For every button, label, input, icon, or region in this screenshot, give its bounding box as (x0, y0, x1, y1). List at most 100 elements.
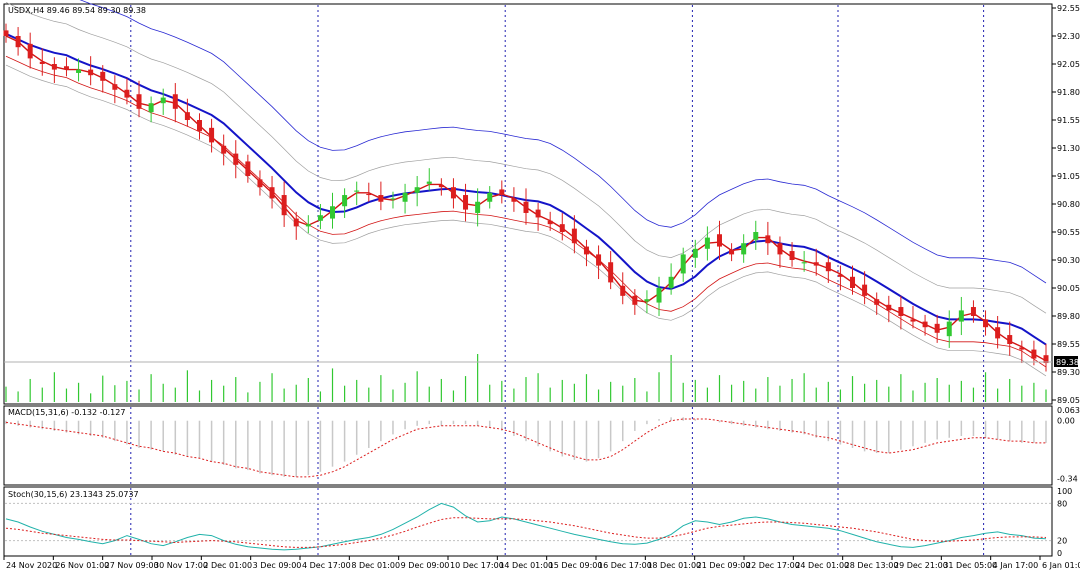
candle-body (3, 30, 9, 36)
candle-body (124, 89, 130, 98)
time-tick-label: 6 Jan 01:00 (1042, 561, 1080, 570)
candle-body (342, 195, 348, 207)
stoch-tick-label: 0 (1057, 549, 1062, 558)
candle-body (813, 262, 819, 266)
candle-body (777, 243, 783, 255)
candle-body (463, 195, 469, 210)
macd-label: MACD(15,31,6) -0.132 -0.127 (8, 408, 125, 417)
stoch-time-separators (130, 488, 985, 555)
candle-body (136, 94, 142, 109)
candle-body (583, 246, 589, 255)
macd-tick-label: 0.063 (1057, 406, 1080, 415)
stoch-pane-frame (3, 486, 1053, 557)
price-tick-label: 91.80 (1057, 88, 1080, 97)
price-tick-label: 92.30 (1057, 32, 1080, 41)
candle-body (825, 262, 831, 272)
time-tick-label: 28 Dec 13:00 (845, 561, 899, 570)
time-tick-label: 4 Dec 17:00 (302, 561, 351, 570)
candle-body (958, 310, 964, 322)
stoch-main-line (5, 502, 1047, 551)
candle-body (874, 299, 880, 305)
candle-body (644, 299, 650, 302)
price-axis: 92.55 92.30 92.05 91.80 91.55 91.30 91.05 90.80… (1052, 4, 1080, 405)
candle-body (450, 187, 456, 199)
macd-tick-label: 0.00 (1057, 417, 1075, 426)
candle-body (39, 61, 45, 64)
candle-body (608, 262, 614, 283)
candle-body (1031, 349, 1037, 359)
candle-body (269, 187, 275, 199)
time-tick-label: 30 Nov 17:00 (154, 561, 208, 570)
candle-body (547, 220, 553, 225)
candle-body (850, 276, 856, 288)
macd-pane-frame (3, 405, 1053, 486)
candle-body (51, 64, 57, 70)
time-tick-label: 18 Dec 01:00 (647, 561, 701, 570)
candle-body (692, 248, 698, 258)
candle-body (88, 69, 94, 76)
macd-signal-line (5, 418, 1046, 478)
candle-body (632, 295, 638, 305)
candle-body (729, 249, 735, 255)
candle-body (281, 195, 287, 216)
time-tick-label: 27 Nov 09:00 (105, 561, 159, 570)
price-tick-label: 89.05 (1057, 396, 1080, 405)
candle-body (934, 323, 940, 333)
time-tick-label: 14 Dec 01:00 (499, 561, 553, 570)
candle-body (620, 285, 626, 296)
candle-body (402, 192, 408, 202)
time-tick-label: 2 Dec 01:00 (203, 561, 252, 570)
stoch-tick-label: 100 (1057, 487, 1072, 496)
macd-histogram (5, 417, 1047, 477)
candle-body (112, 84, 118, 90)
candle-body (100, 71, 106, 81)
price-tick-label: 90.55 (1057, 228, 1080, 237)
candle-body (559, 224, 565, 232)
candle-body (898, 307, 904, 316)
time-tick-label: 15 Dec 09:00 (549, 561, 603, 570)
price-tick-label: 91.30 (1057, 144, 1080, 153)
candle-body (741, 243, 747, 255)
candle-body (390, 198, 396, 200)
candle-body (172, 94, 178, 109)
candle-body (704, 237, 710, 249)
candle-body (196, 120, 202, 132)
time-tick-label: 21 Dec 09:00 (697, 561, 751, 570)
candle-body (1019, 347, 1025, 350)
indicator-lines (5, 0, 1047, 377)
price-tick-label: 89.30 (1057, 368, 1080, 377)
stoch-pane[interactable]: 100 80 20 0 Stoch(30,15,6) 23.1343 25.0737 (3, 486, 1072, 558)
time-tick-label: 24 Nov 2020 (6, 561, 57, 570)
candle-body (475, 201, 481, 213)
price-pane[interactable]: 92.55 92.30 92.05 91.80 91.55 91.30 91.05 90.80… (3, 0, 1080, 405)
price-time-separators (130, 5, 985, 403)
candle-body (15, 36, 21, 48)
candle-body (716, 234, 722, 247)
candles (3, 23, 1049, 372)
price-tick-label: 91.05 (1057, 172, 1080, 181)
price-tick-label: 90.80 (1057, 200, 1080, 209)
candle-body (910, 319, 916, 322)
last-price-tag (1054, 356, 1078, 367)
candle-body (922, 321, 928, 328)
macd-pane[interactable]: 0.063 0.00 -0.34 MACD(15,31,6) -0.132 -0.1… (3, 405, 1080, 486)
price-tick-label: 89.55 (1057, 340, 1080, 349)
candle-body (789, 251, 795, 260)
candle-body (27, 43, 33, 59)
time-tick-label: 22 Dec 17:00 (746, 561, 800, 570)
candle-body (293, 218, 299, 227)
candle-body (426, 181, 432, 184)
candle-body (487, 192, 493, 202)
candle-body (414, 187, 420, 193)
candle-body (209, 127, 215, 143)
lower-inner-band-line (5, 64, 1047, 377)
time-tick-label: 3 Dec 09:00 (253, 561, 302, 570)
candle-body (656, 288, 662, 303)
candle-body (221, 145, 227, 154)
candle-body (245, 161, 251, 176)
candle-body (438, 184, 444, 188)
volume-bars (5, 354, 1047, 402)
time-tick-label: 16 Dec 17:00 (598, 561, 652, 570)
